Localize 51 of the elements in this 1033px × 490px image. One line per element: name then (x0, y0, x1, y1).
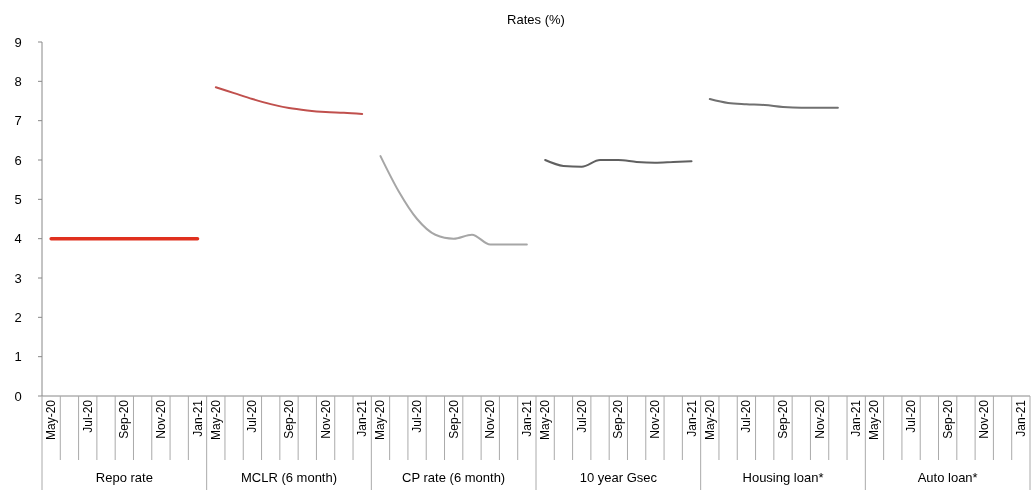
y-tick-label: 1 (14, 349, 22, 365)
x-tick-label: Jan-21 (849, 399, 864, 437)
x-tick-label: Sep-20 (446, 399, 461, 439)
text: Repo rate (95, 470, 153, 485)
x-tick-label: Jul-20 (739, 399, 754, 433)
x-tick-label: Sep-20 (940, 399, 955, 439)
x-tick-label: May-20 (538, 399, 553, 441)
text: CP rate (6 month) (402, 470, 506, 485)
line-series (708, 98, 839, 109)
x-tick-label: May-20 (867, 399, 882, 441)
y-tick-label: 4 (14, 231, 22, 247)
x-tick-label: Sep-20 (117, 399, 132, 439)
line-series (379, 155, 528, 246)
chart-title: Rates (%) (507, 12, 565, 27)
x-tick-label: Sep-20 (282, 399, 296, 439)
x-tick-label: Nov-20 (647, 399, 662, 439)
x-tick-label: Nov-20 (812, 399, 827, 439)
x-tick-label: Jan-21 (190, 399, 205, 437)
x-tick-label: May-20 (44, 399, 59, 441)
y-tick-label: 7 (14, 113, 22, 129)
y-tick-label: 6 (14, 152, 22, 168)
x-tick-label: Jul-20 (904, 399, 919, 433)
x-tick-label: Jan-21 (1013, 399, 1028, 437)
x-tick-label: May-20 (373, 399, 388, 441)
line-series (544, 159, 693, 168)
x-tick-label: Jul-20 (80, 399, 95, 433)
x-tick-label: Nov-20 (977, 399, 992, 439)
x-tick-label: Nov-20 (483, 399, 498, 439)
x-tick-label: Jul-20 (245, 399, 260, 433)
x-tick-label: May-20 (208, 399, 223, 441)
y-tick-label: 0 (14, 388, 22, 404)
x-tick-label: Jul-20 (410, 399, 425, 433)
x-tick-label: Jan-21 (355, 399, 370, 437)
x-tick-label: Nov-20 (153, 399, 168, 439)
x-tick-label: Sep-20 (776, 399, 790, 439)
line-series (214, 86, 364, 115)
y-tick-label: 8 (14, 73, 22, 89)
x-tick-label: May-20 (702, 399, 717, 441)
y-tick-label: 3 (14, 270, 22, 286)
x-tick-label: Jan-21 (684, 399, 699, 437)
x-tick-label: Sep-20 (611, 399, 626, 439)
y-tick-label: 5 (14, 191, 22, 207)
text: Housing loan* (742, 470, 824, 485)
y-tick-label: 9 (14, 34, 22, 50)
text: Auto loan* (917, 470, 978, 485)
x-tick-label: Nov-20 (318, 399, 333, 439)
x-tick-label: Jul-20 (574, 399, 589, 433)
text: MCLR (6 month) (240, 470, 338, 485)
x-tick-label: Jan-21 (519, 399, 534, 437)
text: 10 year Gsec (579, 470, 658, 485)
y-tick-label: 2 (14, 309, 22, 325)
